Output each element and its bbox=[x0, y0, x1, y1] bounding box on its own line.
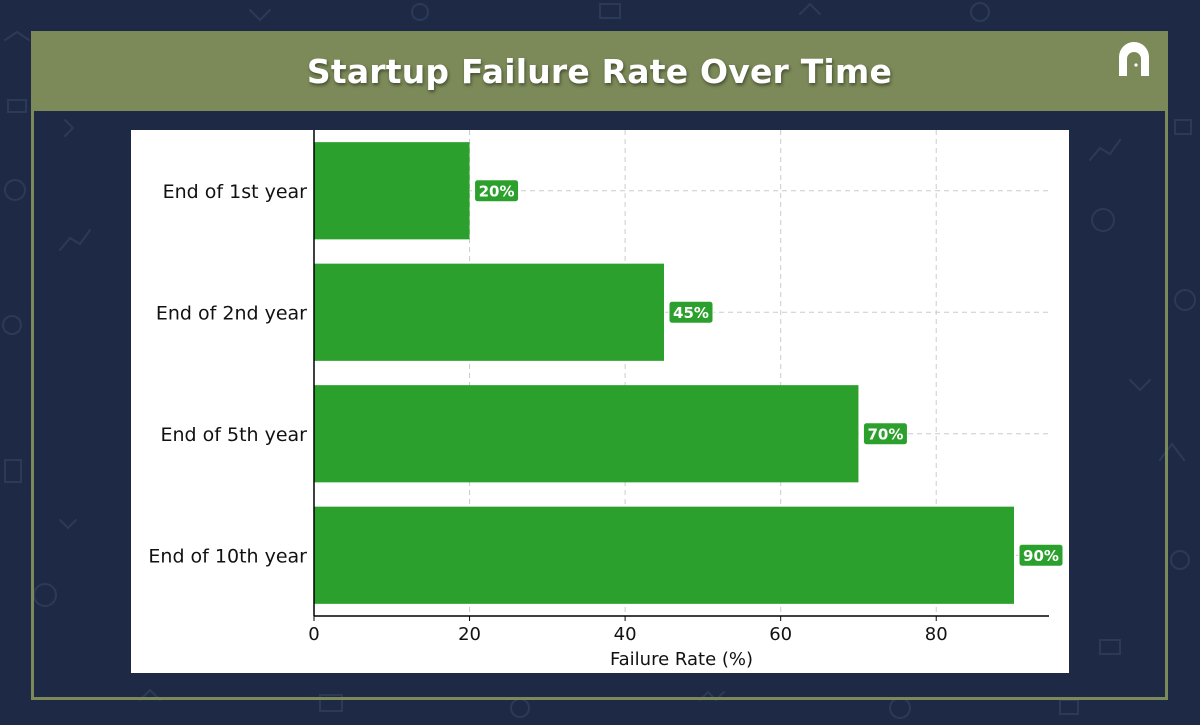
data-label-box bbox=[668, 300, 714, 324]
chart-panel: 0 20 40 60 80 Failure Rate (%) End of 1st yea… bbox=[131, 130, 1069, 673]
data-label: 90% bbox=[1023, 547, 1059, 565]
data-label: 45% bbox=[673, 304, 709, 322]
bar bbox=[314, 506, 1014, 604]
category-label: End of 5th year bbox=[160, 424, 307, 446]
bar bbox=[314, 263, 664, 361]
data-label-box bbox=[1018, 543, 1064, 567]
x-tick-label: 0 bbox=[308, 624, 319, 645]
data-label-box bbox=[474, 179, 520, 203]
category-label: End of 1st year bbox=[163, 181, 308, 203]
axes: 0 20 40 60 80 Failure Rate (%) bbox=[308, 130, 1049, 670]
x-tick-label: 40 bbox=[614, 624, 637, 645]
data-label: 20% bbox=[479, 182, 515, 200]
data-label-box bbox=[862, 422, 908, 446]
page-title: Startup Failure Rate Over Time bbox=[306, 51, 893, 91]
x-axis-title: Failure Rate (%) bbox=[610, 649, 753, 670]
bar bbox=[314, 385, 859, 483]
x-tick-label: 80 bbox=[925, 624, 948, 645]
door-arch-icon bbox=[1119, 42, 1149, 76]
bar bbox=[314, 142, 470, 240]
category-label: End of 2nd year bbox=[156, 302, 307, 324]
bar-chart: 0 20 40 60 80 Failure Rate (%) End of 1st yea… bbox=[148, 130, 1064, 670]
bars bbox=[314, 142, 1014, 604]
category-label: End of 10th year bbox=[148, 545, 307, 567]
data-label: 70% bbox=[867, 425, 903, 443]
x-tick-label: 60 bbox=[769, 624, 792, 645]
title-bar: Startup Failure Rate Over Time bbox=[31, 31, 1168, 111]
x-tick-label: 20 bbox=[458, 624, 481, 645]
labels: End of 1st year 20% End of 2nd year 45% End … bbox=[148, 179, 1064, 567]
